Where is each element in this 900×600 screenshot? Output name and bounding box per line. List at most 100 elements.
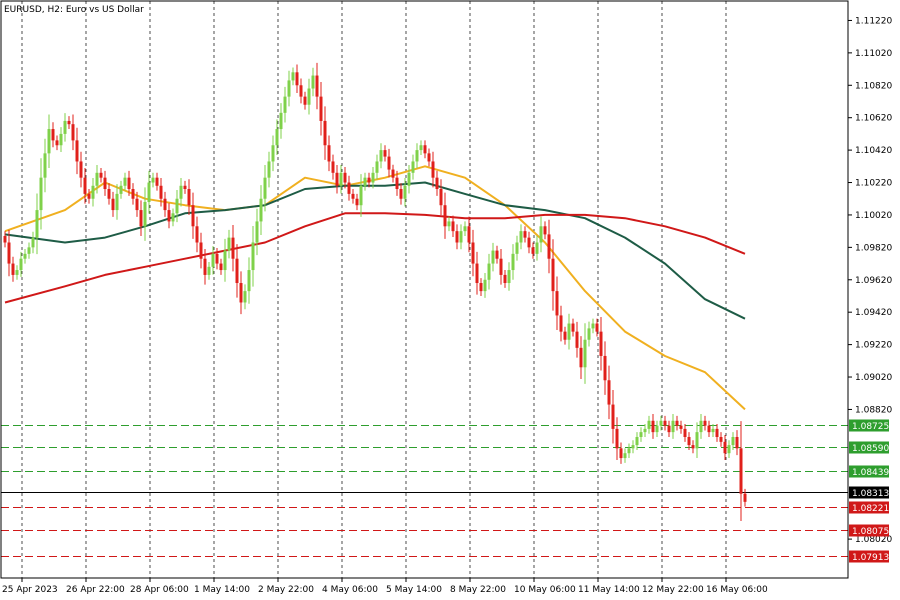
candle-176 [707, 420, 711, 437]
candle-body-144 [579, 347, 583, 368]
candle-body-13 [55, 140, 59, 146]
candle-23 [95, 165, 99, 194]
candle-17 [71, 114, 75, 151]
x-tick-label-3: 1 May 14:00 [194, 585, 250, 595]
candle-body-45 [183, 185, 187, 190]
x-tick-label-10: 12 May 22:00 [642, 585, 704, 595]
candle-body-52 [211, 253, 215, 267]
candle-body-22 [91, 185, 95, 199]
candle-body-183 [735, 436, 739, 449]
candle-body-12 [51, 129, 55, 141]
x-tick-label-8: 10 May 06:00 [514, 585, 576, 595]
candle-body-70 [283, 96, 287, 113]
candle-body-85 [343, 172, 347, 183]
candle-body-101 [407, 172, 411, 186]
candle-122 [491, 242, 495, 272]
candle-136 [547, 219, 551, 274]
candle-body-132 [531, 247, 535, 254]
candle-body-134 [539, 226, 543, 243]
candle-body-167 [671, 420, 675, 433]
x-tick-label-2: 28 Apr 06:00 [130, 585, 189, 595]
candle-163 [655, 420, 659, 437]
candle-132 [531, 242, 535, 259]
candle-body-50 [203, 258, 207, 275]
candle-114 [459, 224, 463, 250]
time-axis[interactable]: 25 Apr 2023 26 Apr 22:00 28 Apr 06:00 1 May… [2, 578, 768, 595]
candle-body-25 [103, 177, 107, 190]
candle-14 [59, 127, 63, 153]
candle-29 [119, 180, 123, 199]
candle-body-72 [291, 72, 295, 81]
candle-body-48 [195, 226, 199, 243]
candle-71 [287, 70, 291, 107]
level-badge-6 [849, 550, 889, 563]
candle-body-16 [67, 120, 71, 125]
candle-95 [383, 145, 387, 162]
candle-141 [567, 313, 571, 350]
candle-body-88 [355, 198, 359, 206]
candle-body-68 [275, 129, 279, 146]
candle-177 [711, 424, 715, 437]
candle-body-160 [643, 428, 647, 433]
candle-168 [675, 415, 679, 431]
candle-88 [355, 193, 359, 211]
candle-body-74 [299, 85, 303, 97]
candle-100 [403, 177, 407, 207]
candle-body-18 [75, 140, 79, 162]
candle-107 [431, 151, 435, 188]
candle-125 [503, 270, 507, 288]
candle-body-65 [263, 177, 267, 199]
candle-body-46 [187, 189, 191, 206]
candle-26 [107, 183, 111, 205]
candle-body-78 [315, 75, 319, 97]
candle-body-115 [463, 226, 467, 232]
price-axis[interactable]: 1.11220 1.11020 1.10820 1.10620 1.10420 1.102… [848, 16, 892, 545]
candle-36 [147, 170, 151, 214]
candle-body-69 [279, 112, 283, 130]
candle-28 [115, 184, 119, 220]
candle-body-145 [583, 339, 587, 368]
candle-body-133 [535, 242, 539, 254]
candle-body-155 [623, 453, 627, 459]
candle-149 [599, 317, 603, 371]
candle-172 [691, 440, 695, 454]
candle-166 [667, 420, 671, 437]
candle-126 [507, 262, 511, 291]
candle-body-67 [271, 145, 275, 162]
candle-body-91 [367, 177, 371, 183]
candle-45 [183, 180, 187, 194]
level-label-5: 1.08075 [852, 527, 889, 537]
candle-86 [347, 175, 351, 201]
candle-46 [187, 179, 191, 215]
candle-body-93 [375, 161, 379, 173]
candle-148 [595, 318, 599, 337]
candle-110 [443, 192, 447, 239]
candle-body-108 [435, 177, 439, 190]
candle-body-159 [639, 432, 643, 437]
candle-body-170 [683, 428, 687, 437]
candle-185 [743, 488, 747, 507]
x-tick-label-9: 11 May 14:00 [578, 585, 640, 595]
candle-body-79 [319, 96, 323, 121]
candle-89 [359, 174, 363, 217]
candle-body-30 [123, 177, 127, 186]
candles [3, 62, 747, 521]
candle-body-84 [339, 172, 343, 186]
y-tick-label-4: 1.10420 [855, 146, 892, 156]
candle-179 [719, 432, 723, 447]
candle-body-17 [71, 124, 75, 141]
candle-body-171 [687, 436, 691, 446]
candle-52 [211, 246, 215, 275]
candle-154 [619, 442, 623, 464]
candle-body-152 [611, 404, 615, 429]
candle-4 [19, 251, 23, 277]
candle-body-34 [139, 210, 143, 227]
candle-11 [47, 114, 51, 168]
y-tick-label-7: 1.09820 [855, 243, 892, 253]
candle-119 [479, 278, 483, 296]
candle-90 [363, 172, 367, 191]
x-tick-label-1: 26 Apr 22:00 [66, 585, 125, 595]
x-tick-label-4: 2 May 22:00 [258, 585, 314, 595]
candle-124 [499, 248, 503, 285]
